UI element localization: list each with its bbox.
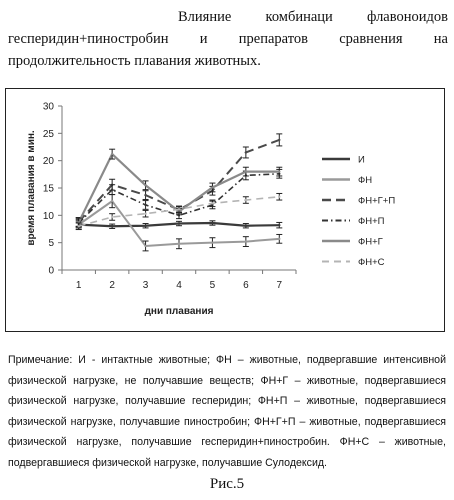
x-tick-label: 3 <box>143 280 149 291</box>
y-tick-label: 25 <box>43 129 55 140</box>
data-point <box>245 151 247 153</box>
data-point <box>245 240 247 242</box>
chart-frame: 0 5 10 15 20 25 30 1 2 3 4 5 6 7 дни плавания время пла… <box>5 88 445 332</box>
data-point <box>144 204 146 206</box>
data-point <box>144 212 146 214</box>
line-chart: 0 5 10 15 20 25 30 1 2 3 4 5 6 7 дни плавания время пла… <box>6 89 444 331</box>
legend-label: ФН+Г <box>358 237 383 248</box>
y-axis-title: время плавания в мин. <box>26 130 37 246</box>
legend-label: И <box>358 155 365 166</box>
legend-label: ФН+С <box>358 257 385 268</box>
legend-label: ФН+П <box>358 216 385 227</box>
data-point <box>144 245 146 247</box>
data-point <box>144 194 146 196</box>
x-tick-label: 1 <box>76 280 82 291</box>
data-point <box>211 186 213 188</box>
data-point <box>178 243 180 245</box>
y-tick-label: 10 <box>43 211 55 222</box>
x-tick-label: 4 <box>176 280 182 291</box>
x-tick-label: 6 <box>243 280 249 291</box>
data-point <box>211 202 213 204</box>
y-tick-label: 20 <box>43 156 55 167</box>
heading-line-2: гесперидин+пиностробин и препаратов срав… <box>8 28 448 50</box>
x-tick-label: 5 <box>210 280 216 291</box>
data-point <box>278 196 280 198</box>
y-tick-label: 0 <box>48 266 54 277</box>
data-point <box>144 184 146 186</box>
data-point <box>178 208 180 210</box>
data-point <box>245 199 247 201</box>
data-point <box>78 225 80 227</box>
data-point <box>144 225 146 227</box>
heading: Влияние комбинаци флавоноидов гесперидин… <box>8 6 448 72</box>
data-point <box>111 153 113 155</box>
legend-label: ФН+Г+П <box>358 196 395 207</box>
data-point <box>111 188 113 190</box>
x-tick-label: 2 <box>109 280 115 291</box>
x-tick-label: 7 <box>277 280 283 291</box>
figure-note: Примечание: И - интактные животные; ФН –… <box>8 350 446 473</box>
legend-label: ФН <box>358 175 372 186</box>
heading-line-3: продолжительность плавания животных. <box>8 50 448 72</box>
data-point <box>245 225 247 227</box>
data-point <box>278 238 280 240</box>
heading-line-1: Влияние комбинаци флавоноидов <box>8 6 448 28</box>
data-point <box>111 225 113 227</box>
data-point <box>178 222 180 224</box>
data-point <box>278 224 280 226</box>
data-point <box>111 200 113 202</box>
y-tick-label: 5 <box>48 238 54 249</box>
data-point <box>211 241 213 243</box>
x-axis-title: дни плавания <box>145 306 214 317</box>
data-point <box>111 216 113 218</box>
y-tick-label: 15 <box>43 184 55 195</box>
data-point <box>278 139 280 141</box>
y-tick-label: 30 <box>43 102 55 113</box>
data-point <box>211 222 213 224</box>
data-point <box>278 170 280 172</box>
figure-caption: Рис.5 <box>0 476 454 493</box>
data-point <box>245 170 247 172</box>
